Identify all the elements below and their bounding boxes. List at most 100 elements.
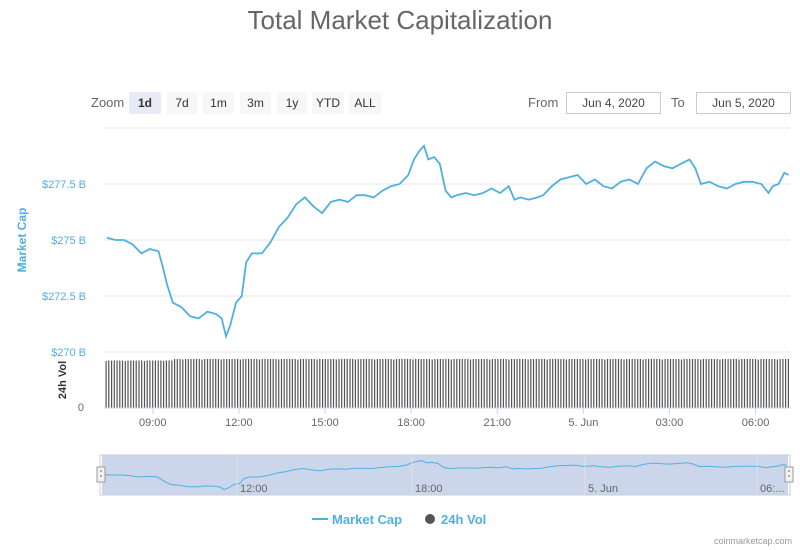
volume-bar	[733, 359, 735, 408]
volume-bar	[461, 359, 463, 408]
zoom-button-ytd[interactable]: YTD	[312, 92, 344, 114]
volume-bar	[354, 359, 356, 408]
volume-bar	[617, 359, 620, 408]
volume-bar	[606, 359, 609, 408]
volume-bar	[752, 359, 754, 408]
range-to-input[interactable]: Jun 5, 2020	[696, 92, 791, 114]
volume-bar	[700, 359, 702, 408]
volume-bar	[437, 359, 439, 408]
volume-bar	[735, 359, 737, 408]
volume-bar	[332, 359, 335, 408]
volume-bar	[275, 359, 277, 408]
volume-bar	[146, 360, 148, 408]
volume-bar	[209, 359, 211, 408]
volume-bar	[576, 359, 578, 408]
volume-bar	[557, 359, 559, 408]
navigator-selection[interactable]	[102, 455, 788, 495]
volume-bar	[702, 359, 704, 408]
volume-bar	[694, 359, 696, 408]
volume-bar	[587, 359, 589, 408]
volume-bar	[198, 359, 200, 408]
volume-bar	[546, 359, 548, 408]
volume-bar	[152, 360, 154, 408]
volume-bar	[390, 359, 392, 408]
volume-bar	[637, 359, 639, 408]
volume-bar	[590, 359, 592, 408]
volume-bar	[157, 360, 159, 408]
volume-bar	[763, 359, 765, 408]
volume-bar	[204, 359, 206, 408]
volume-bar	[182, 359, 184, 408]
footer-credit[interactable]: coinmarketcap.com	[713, 536, 792, 546]
range-from-input[interactable]: Jun 4, 2020	[566, 92, 661, 114]
volume-bar	[626, 359, 628, 408]
volume-bar	[683, 359, 685, 408]
volume-bar	[171, 360, 173, 408]
volume-bar	[190, 359, 192, 408]
navigator-right-handle[interactable]	[784, 466, 794, 483]
volume-bar	[716, 359, 718, 408]
legend-volume-label: 24h Vol	[441, 512, 486, 527]
zoom-button-all[interactable]: ALL	[349, 92, 381, 114]
volume-bar	[420, 359, 422, 408]
volume-bar	[667, 359, 669, 408]
volume-bar	[300, 359, 302, 408]
volume-bar	[322, 359, 324, 408]
zoom-button-1y[interactable]: 1y	[277, 92, 307, 114]
volume-bar	[489, 359, 491, 408]
x-axis-ticks: 09:00 12:00 15:00 18:00 21:00 5. Jun 03:00 06:0…	[139, 408, 769, 429]
x-tick-label: 18:00	[397, 417, 425, 429]
volume-bar	[563, 359, 565, 408]
navigator-labels: 12:00 18:00 5. Jun 06:...	[236, 455, 784, 495]
volume-bar	[343, 359, 346, 408]
y-axis-label: Market Cap	[15, 208, 29, 273]
volume-bar	[412, 359, 414, 408]
volume-bar	[135, 360, 137, 408]
volume-bar	[379, 359, 381, 408]
volume-bar	[450, 359, 452, 408]
volume-bar	[415, 359, 417, 408]
volume-bar	[779, 359, 781, 408]
volume-bar	[185, 359, 187, 408]
volume-bar	[253, 359, 255, 408]
zoom-button-1m[interactable]: 1m	[203, 92, 234, 114]
volume-bar	[223, 359, 225, 408]
volume-bar	[382, 359, 384, 408]
volume-bar	[215, 359, 217, 408]
volume-bar	[313, 359, 315, 408]
volume-bar	[535, 359, 537, 408]
volume-bar	[530, 359, 532, 408]
chart-title: Total Market Capitalization	[247, 5, 553, 35]
volume-bar	[568, 359, 570, 408]
volume-bar	[360, 359, 362, 408]
volume-bar	[346, 359, 348, 408]
volume-bar	[267, 359, 269, 408]
volume-bar	[324, 359, 326, 408]
volume-bar	[286, 359, 288, 408]
volume-bar	[228, 359, 230, 408]
range-to-label: To	[671, 95, 685, 110]
volume-bar	[119, 360, 121, 408]
volume-bar	[727, 359, 729, 408]
zoom-button-3m[interactable]: 3m	[240, 92, 271, 114]
volume-bar	[113, 360, 115, 408]
volume-bar	[431, 359, 433, 408]
volume-bar	[604, 359, 606, 408]
volume-bar	[639, 359, 641, 408]
volume-bar	[409, 359, 411, 408]
volume-bar	[423, 359, 425, 408]
volume-bar	[686, 359, 688, 408]
zoom-button-1d[interactable]: 1d	[129, 92, 161, 114]
volume-bar	[132, 360, 135, 408]
y-axis-ticks: $270 B $272.5 B $275 B $277.5 B	[42, 179, 86, 359]
volume-bar	[713, 359, 715, 408]
legend[interactable]: Market Cap 24h Vol	[312, 512, 486, 527]
volume-bar	[631, 359, 633, 408]
volume-bar	[760, 359, 762, 408]
navigator-left-handle[interactable]	[96, 466, 106, 483]
volume-bar	[352, 359, 354, 408]
zoom-button-7d[interactable]: 7d	[167, 92, 197, 114]
volume-bar	[445, 359, 447, 408]
volume-bar	[478, 359, 480, 408]
volume-bar	[105, 361, 107, 408]
